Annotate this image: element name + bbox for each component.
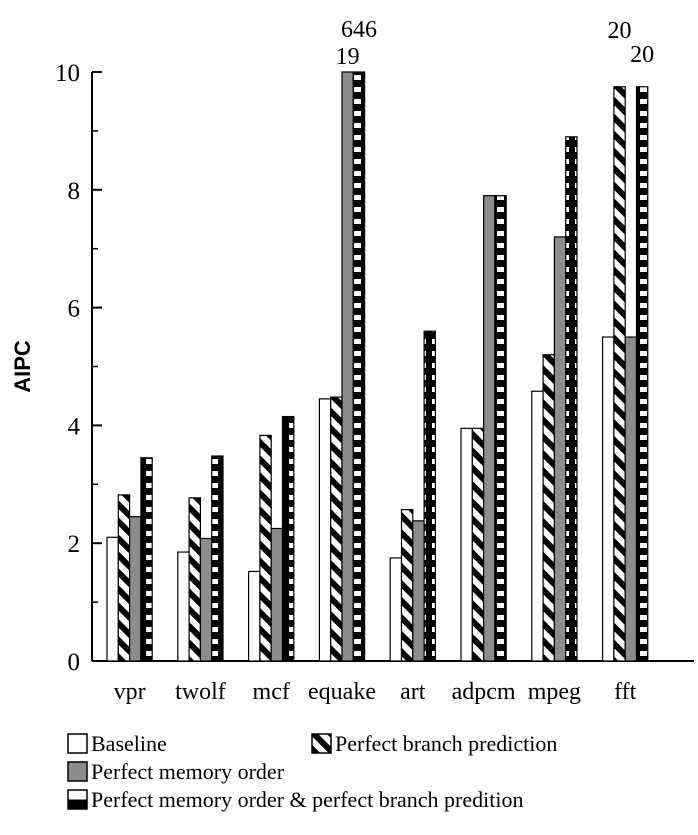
- bar-art-perfect-memory-order: [412, 520, 425, 662]
- bar-equake-perfect-branch-prediction: [330, 396, 343, 662]
- x-tick-label-mpeg: mpeg: [528, 679, 581, 705]
- bar-twolf-perfect-memory-order-perfect-branch-predition: [211, 455, 224, 662]
- bar-mcf-baseline: [248, 570, 261, 662]
- legend-label-baseline: Baseline: [91, 731, 167, 756]
- bar-vpr-perfect-memory-order: [129, 516, 142, 662]
- y-tick-label: 8: [68, 178, 81, 205]
- legend-swatch-perfect-branch-prediction: [311, 733, 332, 754]
- y-tick-label: 10: [55, 60, 80, 87]
- y-tick-label: 6: [68, 296, 81, 323]
- bar-art-baseline: [389, 557, 403, 662]
- bar-fft-perfect-memory-order: [624, 336, 638, 662]
- bar-mpeg-perfect-memory-order-perfect-branch-predition: [565, 136, 578, 662]
- x-tick-label-mcf: mcf: [253, 679, 290, 705]
- bar-mpeg-baseline: [531, 390, 544, 662]
- bar-mcf-perfect-memory-order-perfect-branch-predition: [281, 415, 295, 662]
- x-tick-label-art: art: [400, 679, 426, 705]
- y-tick-label: 4: [68, 413, 81, 440]
- x-tick-label-vpr: vpr: [114, 679, 146, 705]
- bar-mcf-perfect-memory-order: [270, 527, 284, 662]
- bar-art-perfect-branch-prediction: [400, 509, 414, 662]
- bar-mcf-perfect-branch-prediction: [259, 434, 272, 662]
- legend-swatch-perfect-memory-order: [67, 761, 88, 782]
- bar-art-perfect-memory-order-perfect-branch-predition: [423, 330, 437, 662]
- bar-fft-perfect-branch-prediction: [613, 86, 626, 662]
- data-label-fft-perfect-branch-prediction: 20: [608, 18, 632, 44]
- legend-swatch-baseline: [67, 733, 88, 754]
- bar-vpr-baseline: [106, 536, 119, 662]
- legend-swatch-perfect-memory-order-perfect-branch-predition: [67, 789, 88, 810]
- bar-mpeg-perfect-memory-order: [553, 236, 567, 662]
- bar-adpcm-perfect-memory-order: [483, 195, 496, 662]
- legend-label-perfect-memory-order-perfect-branch-predition: Perfect memory order & perfect branch pr…: [91, 787, 523, 812]
- bar-equake-perfect-memory-order: [341, 71, 354, 662]
- x-tick-label-adpcm: adpcm: [452, 679, 516, 705]
- bar-mpeg-perfect-branch-prediction: [542, 354, 555, 662]
- bar-adpcm-perfect-branch-prediction: [471, 427, 485, 662]
- y-tick-label: 2: [68, 531, 81, 558]
- bar-twolf-perfect-branch-prediction: [188, 497, 202, 662]
- bar-fft-perfect-memory-order-perfect-branch-predition: [635, 86, 649, 662]
- x-tick-label-twolf: twolf: [175, 679, 226, 705]
- legend-swatch-bottom: [68, 799, 87, 809]
- legend-label-perfect-memory-order: Perfect memory order: [91, 759, 285, 784]
- x-tick-label-equake: equake: [308, 679, 376, 705]
- bar-vpr-perfect-memory-order-perfect-branch-predition: [140, 457, 153, 662]
- legend-swatch-top: [68, 790, 87, 800]
- bar-twolf-baseline: [177, 551, 190, 662]
- bar-equake-baseline: [318, 398, 332, 662]
- data-label-equake-perfect-memory-order: 19: [336, 44, 360, 70]
- bar-twolf-perfect-memory-order: [199, 537, 213, 662]
- bar-vpr-perfect-branch-prediction: [117, 494, 131, 662]
- bar-equake-perfect-memory-order-perfect-branch-predition: [352, 71, 366, 662]
- bar-adpcm-baseline: [460, 427, 473, 662]
- y-axis-title: AIPC: [10, 340, 35, 393]
- bar-adpcm-perfect-memory-order-perfect-branch-predition: [494, 195, 507, 662]
- x-tick-label-fft: fft: [614, 679, 637, 705]
- data-label-equake-perfect-memory-order-perfect-branch-predition: 646: [341, 17, 377, 43]
- y-tick-label: 0: [68, 649, 81, 676]
- bar-fft-baseline: [601, 336, 615, 662]
- data-label-fft-perfect-memory-order-perfect-branch-predition: 20: [630, 42, 654, 68]
- legend-label-perfect-branch-prediction: Perfect branch prediction: [335, 731, 557, 756]
